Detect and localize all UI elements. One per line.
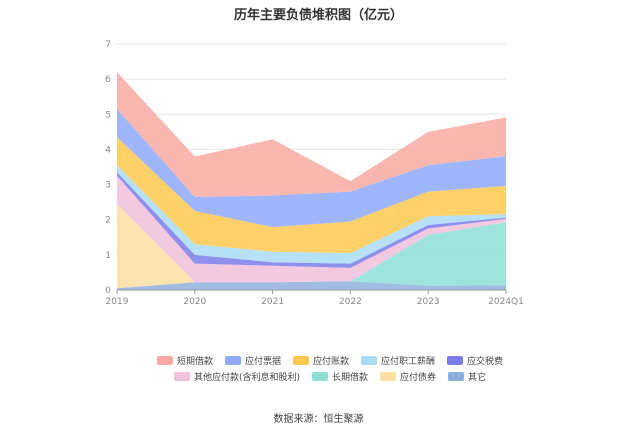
legend-item[interactable]: 其他应付款(含利息和股利) xyxy=(173,370,300,383)
legend-item[interactable]: 应付票据 xyxy=(224,354,281,367)
area-series-短期借款 xyxy=(117,72,506,197)
legend-label: 短期借款 xyxy=(176,356,213,367)
area-series-长期借款 xyxy=(117,203,506,286)
legend-swatch xyxy=(380,371,396,381)
legend-label: 其它 xyxy=(468,372,487,383)
legend-label: 应付票据 xyxy=(244,356,281,367)
area-series-应付票据 xyxy=(117,109,506,228)
legend-item[interactable]: 其它 xyxy=(448,370,486,383)
legend-label: 应付职工薪酬 xyxy=(381,356,436,367)
area-series-应付账款 xyxy=(117,137,506,254)
y-tick-label: 3 xyxy=(105,181,111,191)
y-tick-label: 1 xyxy=(105,251,111,261)
x-tick-label: 2024Q1 xyxy=(488,297,524,307)
y-tick-label: 0 xyxy=(105,286,111,296)
x-tick-label: 2021 xyxy=(261,297,284,307)
legend-swatch xyxy=(447,355,464,365)
legend-item[interactable]: 应付职工薪酬 xyxy=(361,354,435,367)
legend-swatch xyxy=(224,355,241,365)
legend-swatch xyxy=(311,371,328,381)
legend-swatch xyxy=(448,371,465,381)
chart-title: 历年主要负债堆积图（亿元） xyxy=(233,8,403,23)
legend-row-2: 其他应付款(含利息和股利) 长期借款 应付债券 其它 xyxy=(140,368,520,384)
legend-swatch xyxy=(173,371,190,381)
axis-layer: 0 1 2 3 4 5 6 7 2019 2020 2021 2022 2023 2024Q1 xyxy=(105,40,524,307)
legend-item[interactable]: 应付账款 xyxy=(292,354,349,367)
legend: 短期借款 应付票据 应付账款 应付职工薪酬 应交税费 其他应付款(含利息和股利) 长期借款… xyxy=(140,352,520,384)
legend-label: 应付债券 xyxy=(400,372,437,383)
x-tick-label: 2022 xyxy=(339,297,362,307)
x-tick-label: 2020 xyxy=(183,297,206,307)
legend-label: 应付账款 xyxy=(312,356,349,367)
legend-label: 其他应付款(含利息和股利) xyxy=(193,372,300,383)
area-series-其他应付款(含利息和股利) xyxy=(117,175,506,283)
legend-label: 应交税费 xyxy=(467,356,504,367)
legend-item[interactable]: 应交税费 xyxy=(447,354,503,367)
area-series-其它 xyxy=(117,281,506,290)
legend-row-1: 短期借款 应付票据 应付账款 应付职工薪酬 应交税费 xyxy=(140,352,520,368)
legend-item[interactable]: 应付债券 xyxy=(380,370,436,383)
legend-swatch xyxy=(156,355,173,365)
legend-swatch xyxy=(361,355,377,365)
y-tick-label: 2 xyxy=(105,216,111,226)
legend-item[interactable]: 短期借款 xyxy=(156,354,213,367)
data-source: 数据来源：恒生聚源 xyxy=(273,414,364,425)
y-tick-label: 6 xyxy=(105,75,111,85)
y-tick-label: 4 xyxy=(105,145,111,155)
legend-item[interactable]: 长期借款 xyxy=(311,370,368,383)
x-tick-label: 2019 xyxy=(106,297,129,307)
x-tick-label: 2023 xyxy=(417,297,440,307)
y-tick-label: 5 xyxy=(105,110,111,120)
area-series-应付债券 xyxy=(117,203,506,289)
legend-label: 长期借款 xyxy=(331,372,368,383)
area-layer xyxy=(117,72,506,290)
y-tick-label: 7 xyxy=(105,40,111,50)
legend-swatch xyxy=(292,355,309,365)
